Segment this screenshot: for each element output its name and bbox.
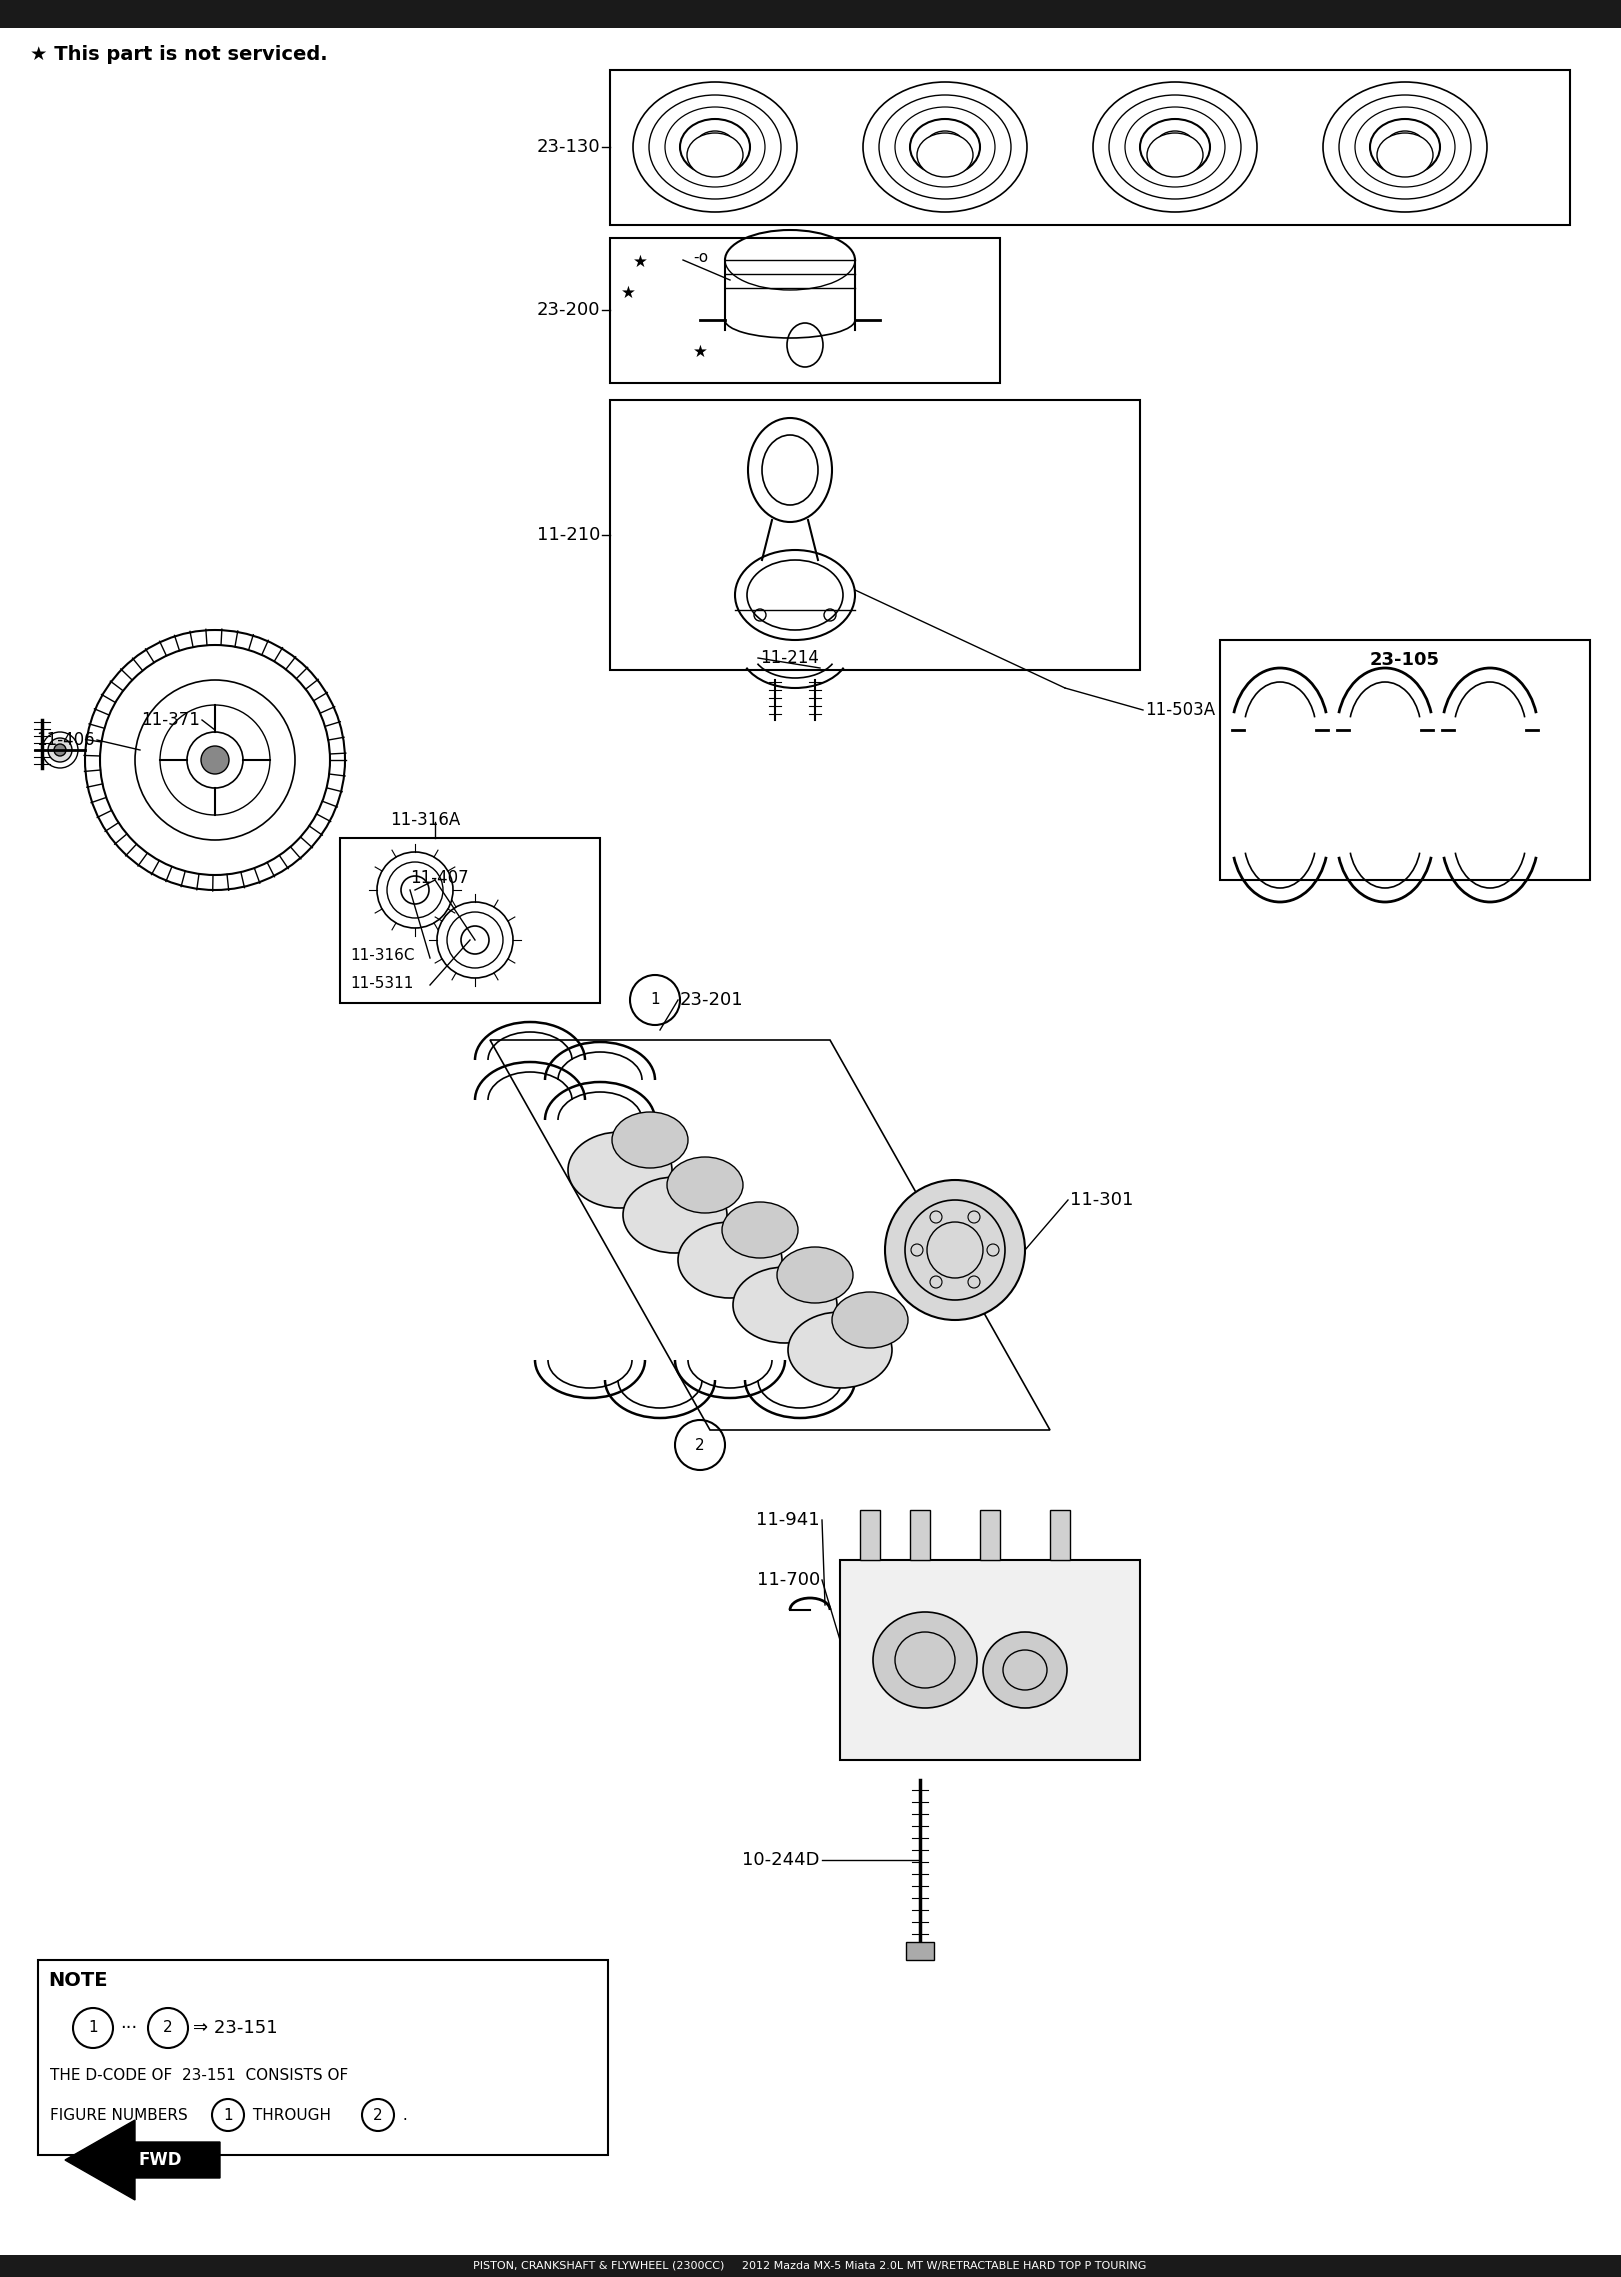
Ellipse shape: [687, 132, 742, 178]
Text: FIGURE NUMBERS: FIGURE NUMBERS: [50, 2109, 193, 2122]
Ellipse shape: [721, 1202, 798, 1257]
Ellipse shape: [567, 1132, 673, 1209]
Text: ★: ★: [621, 285, 635, 303]
Ellipse shape: [788, 1312, 892, 1389]
Ellipse shape: [733, 1266, 836, 1343]
Text: 11-406: 11-406: [36, 731, 96, 749]
Text: FWD: FWD: [138, 2152, 182, 2170]
Bar: [840, 1560, 1140, 1760]
Bar: [37, 1960, 608, 2154]
Text: 11-316C: 11-316C: [350, 950, 415, 963]
Circle shape: [201, 747, 229, 774]
Text: 11-5311: 11-5311: [350, 975, 413, 990]
Text: 11-214: 11-214: [760, 649, 819, 667]
Text: 2: 2: [164, 2020, 173, 2036]
Text: .: .: [399, 2109, 408, 2122]
Ellipse shape: [1376, 132, 1433, 178]
Text: 2: 2: [695, 1437, 705, 1453]
Bar: [1050, 1510, 1070, 1560]
Ellipse shape: [666, 1157, 742, 1214]
Text: 23-130: 23-130: [537, 139, 600, 157]
Bar: [0, 2254, 1621, 2277]
Circle shape: [885, 1179, 1024, 1321]
Bar: [981, 1510, 1000, 1560]
Bar: [0, 0, 1621, 27]
Bar: [909, 1510, 930, 1560]
Bar: [1221, 640, 1590, 879]
Bar: [609, 71, 1571, 225]
Text: 1: 1: [224, 2109, 233, 2122]
Text: ★ This part is not serviced.: ★ This part is not serviced.: [31, 46, 327, 64]
Text: THROUGH: THROUGH: [248, 2109, 336, 2122]
Text: 2: 2: [373, 2109, 383, 2122]
Text: ★: ★: [692, 344, 707, 362]
Text: 23-105: 23-105: [1370, 651, 1439, 669]
Text: 11-941: 11-941: [757, 1512, 820, 1528]
Text: 11-407: 11-407: [410, 870, 468, 888]
Circle shape: [49, 738, 71, 763]
Bar: [609, 239, 1000, 383]
Polygon shape: [65, 2120, 220, 2200]
Text: PISTON, CRANKSHAFT & FLYWHEEL (2300CC)     2012 Mazda MX-5 Miata 2.0L MT W/RETRA: PISTON, CRANKSHAFT & FLYWHEEL (2300CC) 2…: [473, 2261, 1146, 2270]
Text: 23-201: 23-201: [679, 990, 744, 1009]
Text: 11-700: 11-700: [757, 1571, 820, 1589]
Ellipse shape: [613, 1111, 687, 1168]
Ellipse shape: [917, 132, 973, 178]
Ellipse shape: [622, 1177, 726, 1252]
Bar: [609, 401, 1140, 669]
Text: 11-371: 11-371: [141, 710, 199, 729]
Text: 10-244D: 10-244D: [742, 1851, 820, 1869]
Circle shape: [53, 745, 66, 756]
Circle shape: [84, 631, 345, 890]
Text: -o: -o: [694, 250, 708, 266]
Ellipse shape: [982, 1633, 1067, 1708]
Text: ★: ★: [632, 253, 647, 271]
Ellipse shape: [874, 1612, 977, 1708]
Bar: [861, 1510, 880, 1560]
Text: 1: 1: [650, 993, 660, 1006]
Text: 23-200: 23-200: [537, 301, 600, 319]
Text: THE D-CODE OF  23-151  CONSISTS OF: THE D-CODE OF 23-151 CONSISTS OF: [50, 2068, 349, 2083]
Ellipse shape: [832, 1291, 908, 1348]
Text: ···: ···: [120, 2020, 138, 2038]
Text: 11-316A: 11-316A: [391, 811, 460, 829]
Ellipse shape: [776, 1248, 853, 1302]
Ellipse shape: [1148, 132, 1203, 178]
Bar: [906, 1942, 934, 1960]
Ellipse shape: [678, 1223, 781, 1298]
Text: ⇒ 23-151: ⇒ 23-151: [193, 2020, 277, 2038]
Text: NOTE: NOTE: [49, 1970, 107, 1990]
Text: 11-210: 11-210: [537, 526, 600, 544]
Text: 11-301: 11-301: [1070, 1191, 1133, 1209]
Text: 1: 1: [88, 2020, 97, 2036]
Bar: [340, 838, 600, 1002]
Text: 11-503A: 11-503A: [1144, 701, 1216, 720]
